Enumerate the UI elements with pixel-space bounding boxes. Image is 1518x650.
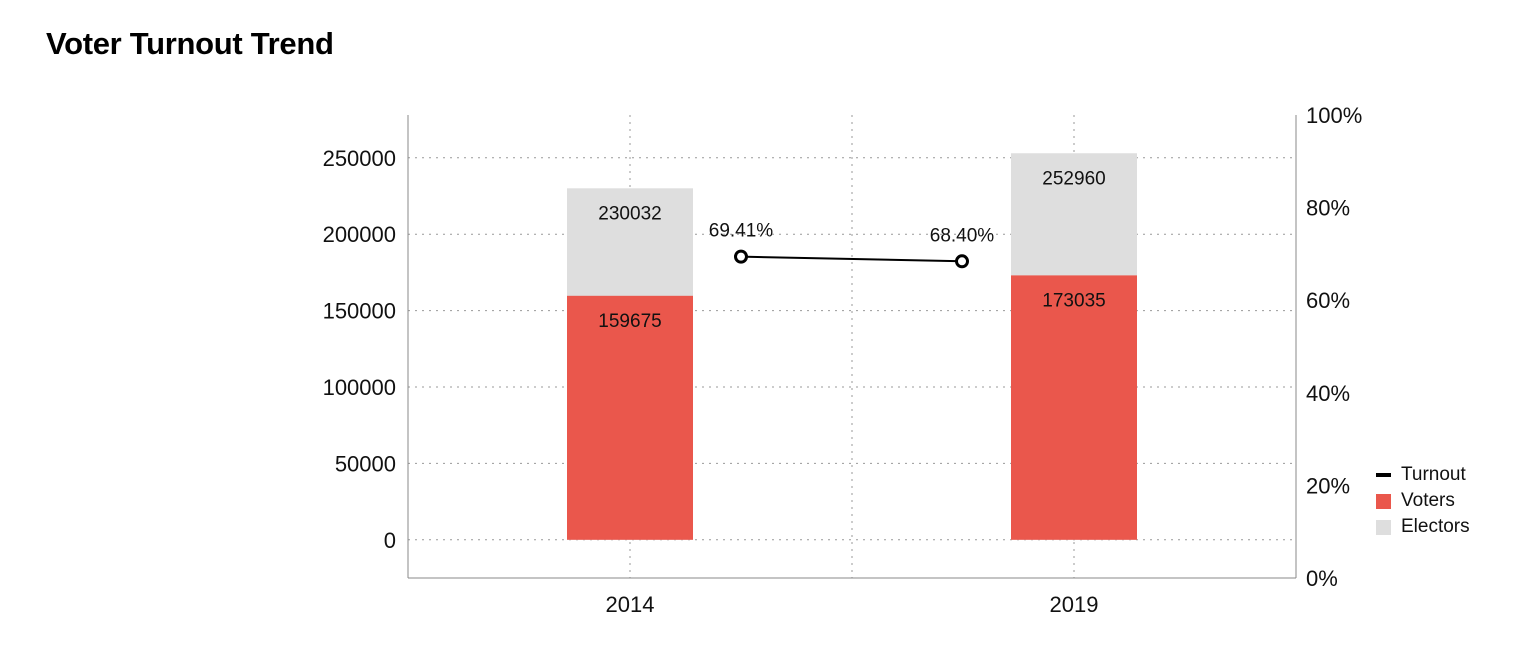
y-tick-label-left: 150000: [323, 299, 396, 324]
data-label-turnout: 68.40%: [930, 225, 995, 246]
x-tick-label: 2014: [606, 592, 655, 617]
y-tick-label-right: 80%: [1306, 196, 1350, 221]
y-tick-label-right: 40%: [1306, 381, 1350, 406]
y-tick-label-right: 20%: [1306, 473, 1350, 498]
data-label-electors: 230032: [598, 203, 661, 224]
data-label-voters: 159675: [598, 311, 661, 332]
turnout-point: [955, 254, 969, 269]
y-tick-label-left: 0: [384, 528, 396, 553]
x-tick-label: 2019: [1050, 592, 1099, 617]
legend-item-voters[interactable]: Voters: [1376, 488, 1470, 514]
y-tick-label-left: 50000: [335, 451, 396, 476]
legend-label-voters: Voters: [1401, 490, 1455, 511]
turnout-line: [740, 255, 963, 263]
legend-item-electors[interactable]: Electors: [1376, 514, 1470, 540]
bar-voters: [567, 295, 693, 540]
legend-swatch-voters: [1376, 493, 1391, 509]
bar-voters: [1011, 275, 1137, 540]
legend: Turnout Voters Electors: [1376, 462, 1470, 540]
legend-label-turnout: Turnout: [1401, 464, 1466, 485]
y-tick-label-left: 200000: [323, 222, 396, 247]
turnout-point: [734, 249, 748, 264]
y-tick-label-left: 250000: [323, 146, 396, 171]
y-tick-label-right: 0%: [1306, 566, 1338, 591]
y-tick-label-right: 100%: [1306, 103, 1362, 128]
data-label-electors: 252960: [1042, 168, 1105, 189]
y-tick-label-right: 60%: [1306, 288, 1350, 313]
chart-title: Voter Turnout Trend: [46, 26, 334, 61]
data-label-turnout: 69.41%: [709, 221, 774, 242]
legend-label-electors: Electors: [1401, 516, 1470, 537]
legend-item-turnout[interactable]: Turnout: [1376, 462, 1470, 488]
legend-swatch-electors: [1376, 519, 1391, 535]
legend-swatch-turnout: [1376, 473, 1391, 477]
y-tick-label-left: 100000: [323, 375, 396, 400]
data-label-voters: 173035: [1042, 290, 1105, 311]
